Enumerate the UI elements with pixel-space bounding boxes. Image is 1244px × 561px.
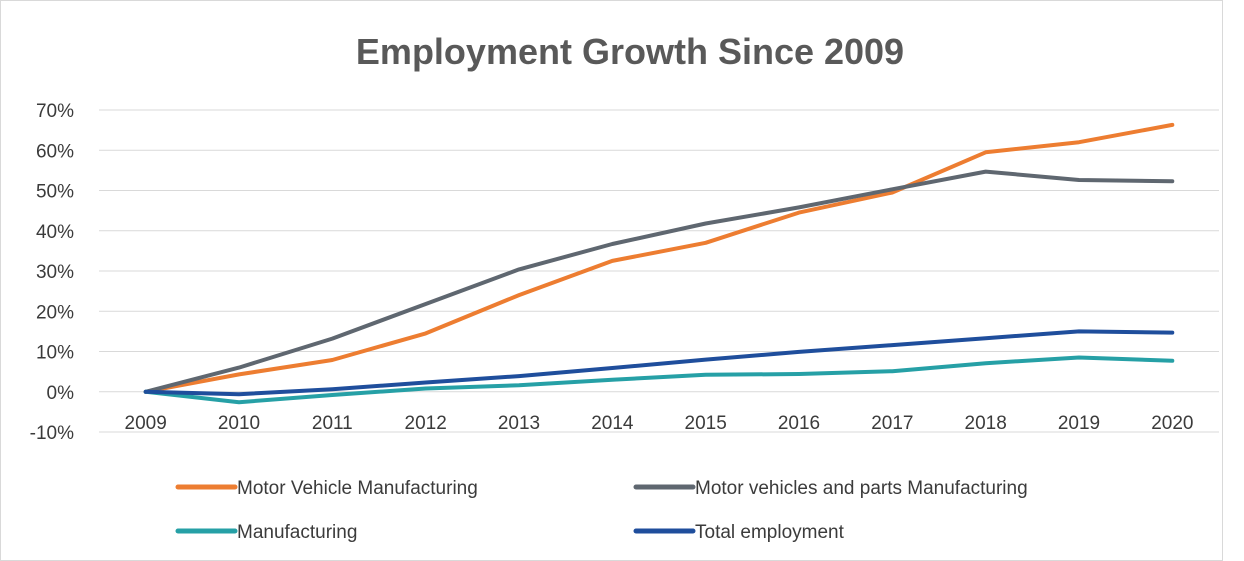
x-tick-label: 2009 [125, 413, 167, 434]
legend-label: Motor vehicles and parts Manufacturing [695, 478, 1028, 499]
legend-label: Manufacturing [237, 522, 357, 543]
x-tick-label: 2018 [965, 413, 1007, 434]
x-tick-label: 2015 [685, 413, 727, 434]
y-tick-label: 30% [36, 262, 74, 283]
series-line-1 [143, 122, 1175, 394]
y-tick-label: 10% [36, 343, 74, 364]
series-line-3 [143, 355, 1175, 405]
x-tick-label: 2016 [778, 413, 820, 434]
x-tick-label: 2020 [1151, 413, 1193, 434]
x-tick-label: 2013 [498, 413, 540, 434]
legend-label: Total employment [695, 522, 845, 543]
x-tick-label: 2010 [218, 413, 260, 434]
x-tick-label: 2012 [405, 413, 447, 434]
y-tick-label: 20% [36, 302, 74, 323]
x-tick-label: 2019 [1058, 413, 1100, 434]
y-tick-label: 50% [36, 182, 74, 203]
chart-title: Employment Growth Since 2009 [356, 31, 904, 72]
y-axis-tick-labels: -10% 0% 10% 20% 30% 40% 50% 60% 70% [30, 101, 74, 444]
y-tick-label: 0% [47, 383, 75, 404]
x-tick-label: 2011 [312, 413, 353, 434]
y-tick-label: -10% [30, 423, 74, 444]
series-line-4 [143, 329, 1175, 397]
legend: Motor Vehicle Manufacturing Motor vehicle… [175, 478, 1028, 543]
x-tick-label: 2017 [871, 413, 913, 434]
series-line-2 [143, 169, 1175, 394]
series-lines [143, 122, 1175, 405]
y-tick-label: 40% [36, 222, 74, 243]
x-tick-label: 2014 [591, 413, 634, 434]
legend-label: Motor Vehicle Manufacturing [237, 478, 478, 499]
y-tick-label: 60% [36, 141, 74, 162]
y-tick-label: 70% [36, 101, 74, 122]
x-axis-tick-labels: 2009 2010 2011 2012 2013 2014 2015 2016 2017 2018… [125, 413, 1194, 434]
